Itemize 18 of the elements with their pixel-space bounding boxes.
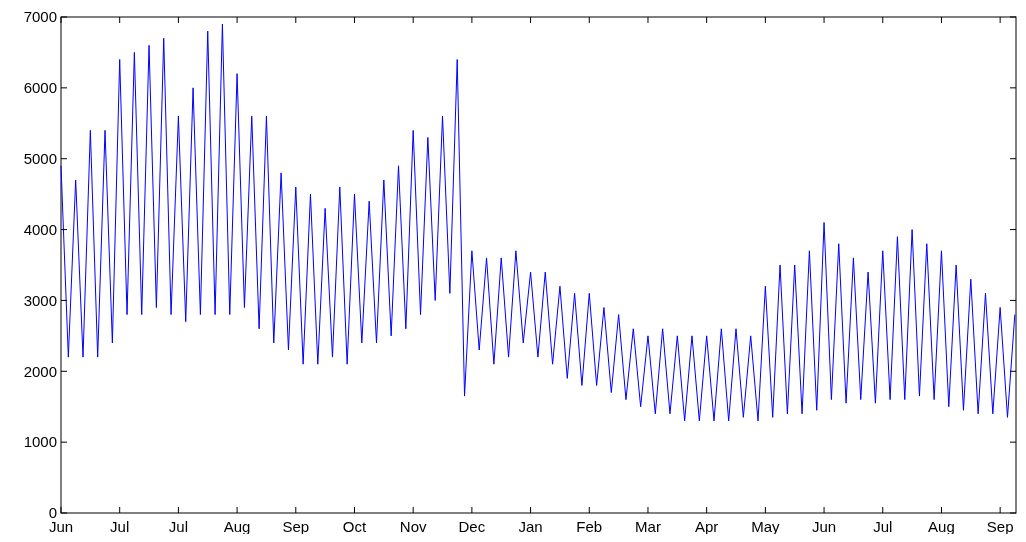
y-tick-label: 3000 bbox=[23, 291, 57, 309]
x-tick-label: Jun bbox=[811, 518, 837, 535]
x-tick-label: Nov bbox=[399, 518, 428, 535]
x-tick-label: Jul bbox=[873, 518, 893, 535]
x-tick-label: Oct bbox=[342, 518, 367, 535]
x-tick-label: Jul bbox=[168, 518, 188, 535]
x-tick-label: Mar bbox=[635, 518, 661, 535]
y-tick-label: 2000 bbox=[23, 362, 57, 380]
x-tick-label: Dec bbox=[458, 518, 486, 535]
x-tick-label: Jul bbox=[110, 518, 130, 535]
x-tick-label: Feb bbox=[576, 518, 603, 535]
y-tick-label: 1000 bbox=[23, 433, 57, 451]
y-tick-label: 4000 bbox=[23, 220, 57, 238]
y-tick-label: 6000 bbox=[23, 79, 57, 97]
line-series bbox=[60, 23, 1016, 422]
y-tick-label: 7000 bbox=[23, 8, 57, 26]
x-tick-label: Jan bbox=[518, 518, 543, 535]
y-tick-label: 5000 bbox=[23, 149, 57, 167]
